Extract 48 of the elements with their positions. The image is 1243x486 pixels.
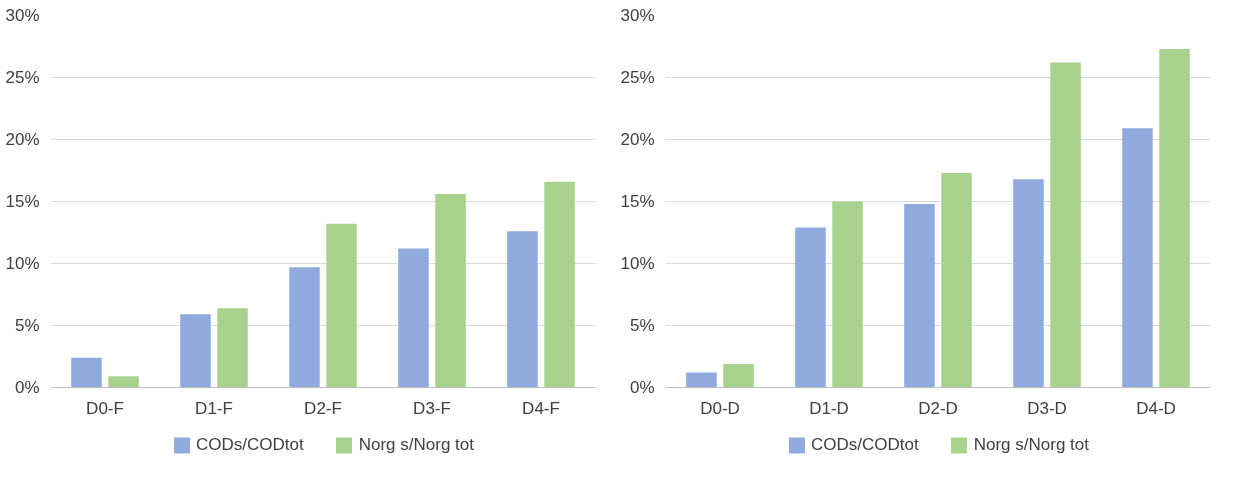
y-tick-label: 20% [5,130,40,149]
bar [544,181,575,388]
x-tick-label: D1-F [195,398,233,418]
bar [941,172,972,388]
y-tick-label: 30% [620,6,655,25]
bar [108,376,139,388]
y-tick-label: 5% [629,316,655,335]
bar [723,363,754,388]
bar [435,194,466,388]
y-tick-label: 0% [14,378,40,397]
x-tick-label: D1-D [809,398,849,418]
x-tick-label: D4-D [1136,398,1176,418]
x-tick-label: D3-D [1027,398,1067,418]
y-tick-label: 25% [620,68,655,87]
y-tick-label: 5% [14,316,40,335]
bar [686,372,717,388]
y-tick-label: 15% [5,192,40,211]
x-tick-label: D2-F [304,398,342,418]
y-tick-label: 30% [5,6,40,25]
y-tick-label: 15% [620,192,655,211]
y-tick-label: 0% [629,378,655,397]
bar [832,201,863,388]
bar [217,308,248,388]
bar [795,227,826,388]
bar [326,223,357,388]
legend-label: Norg s/Norg tot [358,435,474,455]
x-tick-label: D3-F [413,398,451,418]
bar [398,248,429,388]
legend-label: CODs/CODtot [811,435,919,455]
bar [1013,179,1044,388]
x-tick-label: D4-F [522,398,560,418]
legend-label: Norg s/Norg tot [973,435,1089,455]
bar [180,314,211,388]
y-tick-label: 10% [5,254,40,273]
bar [1159,48,1190,388]
x-tick-label: D2-D [918,398,958,418]
bar [1122,128,1153,388]
bar [507,231,538,388]
bar [71,357,102,388]
bar [1050,62,1081,388]
x-tick-label: D0-D [700,398,740,418]
y-tick-label: 25% [5,68,40,87]
legend-label: CODs/CODtot [196,435,304,455]
y-tick-label: 20% [620,130,655,149]
bar [904,203,935,388]
x-tick-label: D0-F [86,398,124,418]
bar [289,267,320,388]
y-tick-label: 10% [620,254,655,273]
